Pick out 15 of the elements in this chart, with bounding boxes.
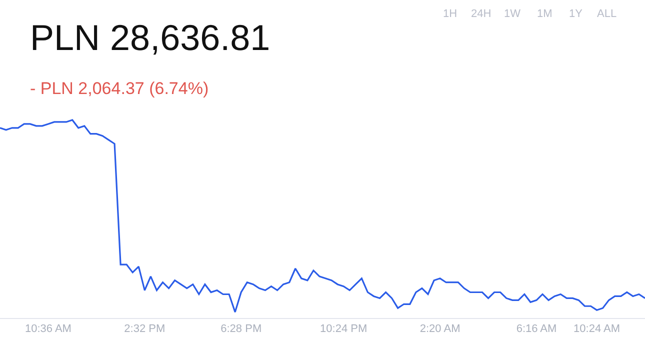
x-tick-label: 10:36 AM bbox=[24, 323, 72, 336]
x-tick-label: 10:24 PM bbox=[320, 323, 368, 336]
text: 1H bbox=[443, 8, 458, 20]
x-tick-label: 6:16 AM bbox=[516, 323, 557, 336]
x-tick-label: 6:28 PM bbox=[220, 323, 262, 336]
text: 1W bbox=[504, 8, 522, 20]
text: 1M bbox=[537, 8, 552, 20]
x-tick-label: 2:32 PM bbox=[124, 323, 166, 336]
text: ALL bbox=[597, 8, 617, 20]
text: 24H bbox=[471, 8, 492, 20]
chart-subtitle: - PLN 2,064.37 (6.74%) bbox=[30, 79, 209, 98]
x-tick-label: 2:20 AM bbox=[420, 323, 460, 336]
chart-title: PLN 28,636.81 bbox=[30, 17, 270, 58]
x-tick-label: 10:24 AM bbox=[574, 323, 620, 336]
text: 1Y bbox=[569, 8, 584, 20]
